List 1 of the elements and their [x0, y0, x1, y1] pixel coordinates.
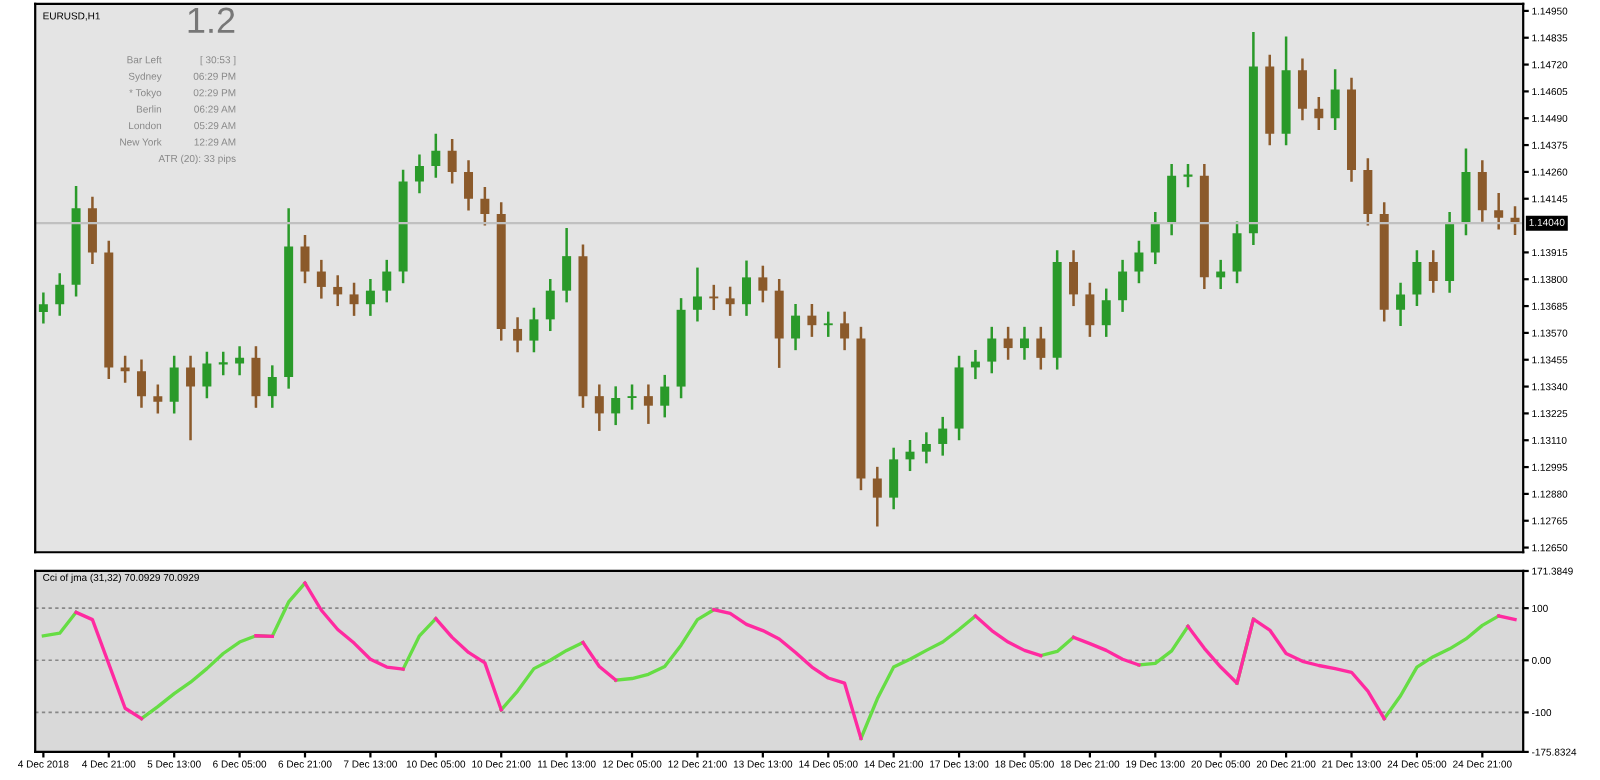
annotation: 1.2 — [188, 7, 235, 33]
